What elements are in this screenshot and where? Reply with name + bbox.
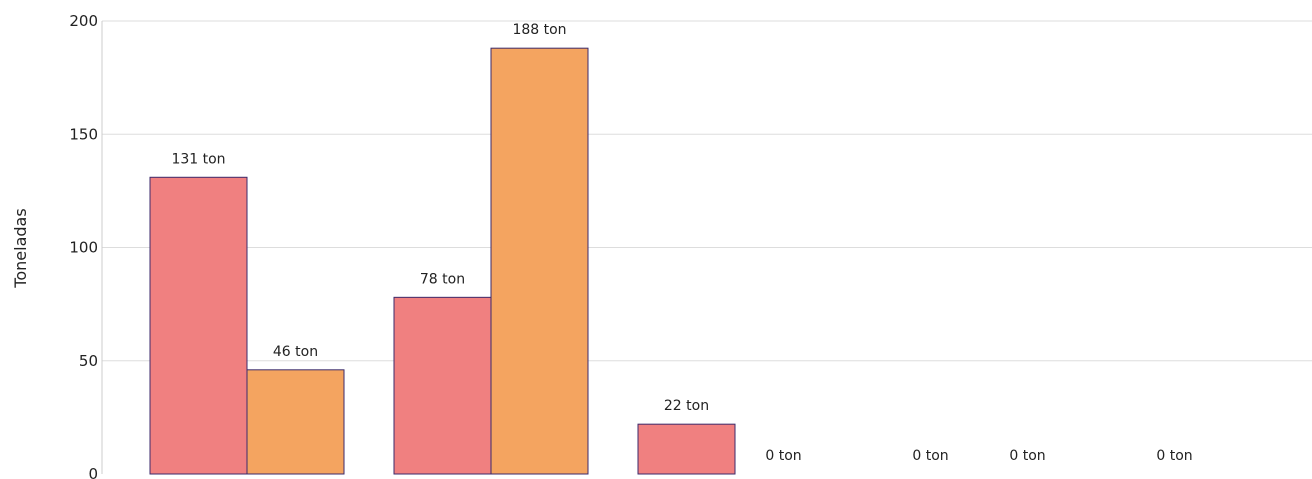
bar	[393, 296, 492, 475]
y-tick-label: 100	[69, 239, 98, 257]
data-label: 46 ton	[273, 344, 318, 360]
bar	[149, 176, 248, 475]
bar	[490, 47, 589, 475]
data-label: 0 ton	[1009, 448, 1045, 464]
data-label: 0 ton	[765, 448, 801, 464]
gridlines	[102, 20, 1312, 362]
y-axis-title: Toneladas	[11, 208, 30, 288]
y-tick-label: 200	[69, 12, 98, 30]
data-label: 0 ton	[912, 448, 948, 464]
data-labels: 131 ton 46 ton 78 ton 188 ton 22 ton 0 ton 0 t…	[171, 22, 1192, 464]
bars	[149, 47, 736, 475]
bar	[637, 423, 736, 475]
data-label: 131 ton	[171, 151, 225, 167]
data-label: 0 ton	[1156, 448, 1192, 464]
y-tick-label: 0	[88, 465, 98, 479]
bar	[246, 369, 345, 475]
y-tick-label: 50	[79, 352, 98, 370]
data-label: 188 ton	[512, 22, 566, 38]
data-label: 22 ton	[664, 398, 709, 414]
y-tick-labels: 0 50 100 150 200	[69, 12, 98, 479]
data-label: 78 ton	[420, 271, 465, 287]
y-tick-label: 150	[69, 125, 98, 143]
